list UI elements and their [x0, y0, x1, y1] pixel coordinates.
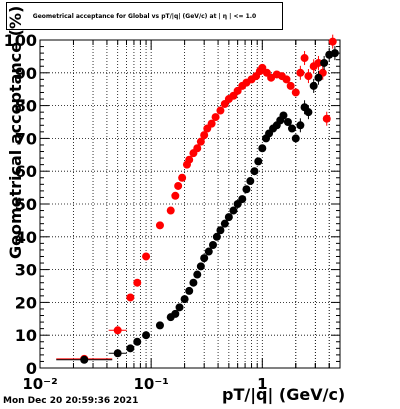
red-data-point — [328, 34, 337, 49]
black-data-point — [204, 247, 213, 256]
x-tick-label: 10⁻² — [22, 375, 57, 393]
black-data-point — [250, 167, 259, 176]
black-data-point — [291, 134, 300, 143]
red-data-point — [291, 88, 300, 97]
red-data-point — [196, 137, 205, 146]
black-data-point — [283, 118, 292, 126]
black-data-point — [296, 118, 305, 133]
black-data-point — [189, 278, 198, 287]
red-data-point — [155, 221, 164, 230]
red-data-point — [171, 191, 180, 200]
red-data-point — [296, 65, 305, 80]
red-data-point — [314, 55, 323, 70]
red-data-point — [216, 106, 225, 115]
black-data-point — [56, 355, 113, 364]
black-data-point — [196, 262, 205, 271]
black-data-point — [309, 78, 318, 93]
black-data-point — [185, 286, 194, 295]
timestamp: Mon Dec 20 20:59:36 2021 — [3, 396, 139, 406]
chart-title-box: Geometrical acceptance for Global vs pT/… — [6, 2, 283, 30]
black-data-point — [242, 185, 251, 194]
y-axis-title: Geometrical acceptance (%) — [6, 5, 25, 259]
y-tick-label: 90 — [15, 64, 37, 83]
black-data-point — [155, 321, 164, 330]
red-data-point — [142, 252, 151, 261]
black-data-point — [304, 105, 313, 120]
x-axis-title: pT/|q| (GeV/c) — [222, 385, 346, 404]
red-data-point — [286, 81, 295, 90]
black-data-point — [224, 213, 233, 222]
black-data-point — [142, 331, 151, 340]
y-tick-label: 10 — [15, 326, 37, 345]
chart-title: Geometrical acceptance for Global vs pT/… — [32, 12, 257, 20]
red-data-point — [300, 51, 309, 66]
black-data-point — [254, 157, 263, 166]
black-data-point — [175, 303, 184, 312]
black-data-point — [212, 232, 221, 241]
red-data-point — [108, 326, 127, 335]
red-data-point — [211, 113, 220, 122]
red-data-point — [126, 293, 135, 302]
black-data-point — [208, 241, 217, 249]
red-data-point — [200, 131, 209, 140]
black-data-point — [126, 344, 135, 353]
black-data-point — [314, 70, 323, 85]
red-data-point — [178, 173, 187, 182]
red-data-point — [133, 278, 142, 287]
black-data-point — [133, 337, 142, 346]
red-data-point — [185, 155, 194, 164]
red-data-point — [322, 111, 331, 126]
black-data-point — [238, 195, 247, 204]
y-tick-label: 100 — [4, 31, 37, 50]
black-data-point — [258, 144, 267, 153]
red-data-point — [304, 69, 313, 84]
y-tick-label: 0 — [26, 359, 37, 378]
y-tick-label: 30 — [15, 261, 37, 280]
red-data-point — [166, 206, 175, 215]
black-data-point — [200, 254, 209, 263]
black-data-point — [229, 206, 238, 215]
black-data-point — [180, 295, 189, 304]
y-tick-label: 20 — [15, 293, 37, 312]
black-data-point — [193, 270, 202, 279]
red-data-point — [174, 181, 183, 190]
black-data-point — [320, 55, 329, 70]
black-data-point — [220, 219, 229, 228]
y-tick-label: 70 — [15, 129, 37, 148]
y-tick-label: 40 — [15, 228, 37, 247]
y-tick-label: 60 — [15, 162, 37, 181]
black-data-point — [108, 349, 127, 358]
black-data-point — [246, 177, 255, 186]
black-data-point — [171, 309, 180, 318]
black-data-point — [330, 46, 339, 61]
black-data-point — [216, 226, 225, 235]
y-tick-label: 50 — [15, 195, 37, 214]
black-data-point — [279, 111, 288, 120]
black-data-point — [288, 124, 297, 133]
red-data-point — [282, 75, 291, 84]
x-tick-label: 10⁻¹ — [133, 375, 168, 393]
x-tick-label: 1 — [257, 375, 267, 393]
red-data-point — [207, 119, 216, 128]
red-data-point — [193, 144, 202, 153]
y-tick-label: 80 — [15, 97, 37, 116]
